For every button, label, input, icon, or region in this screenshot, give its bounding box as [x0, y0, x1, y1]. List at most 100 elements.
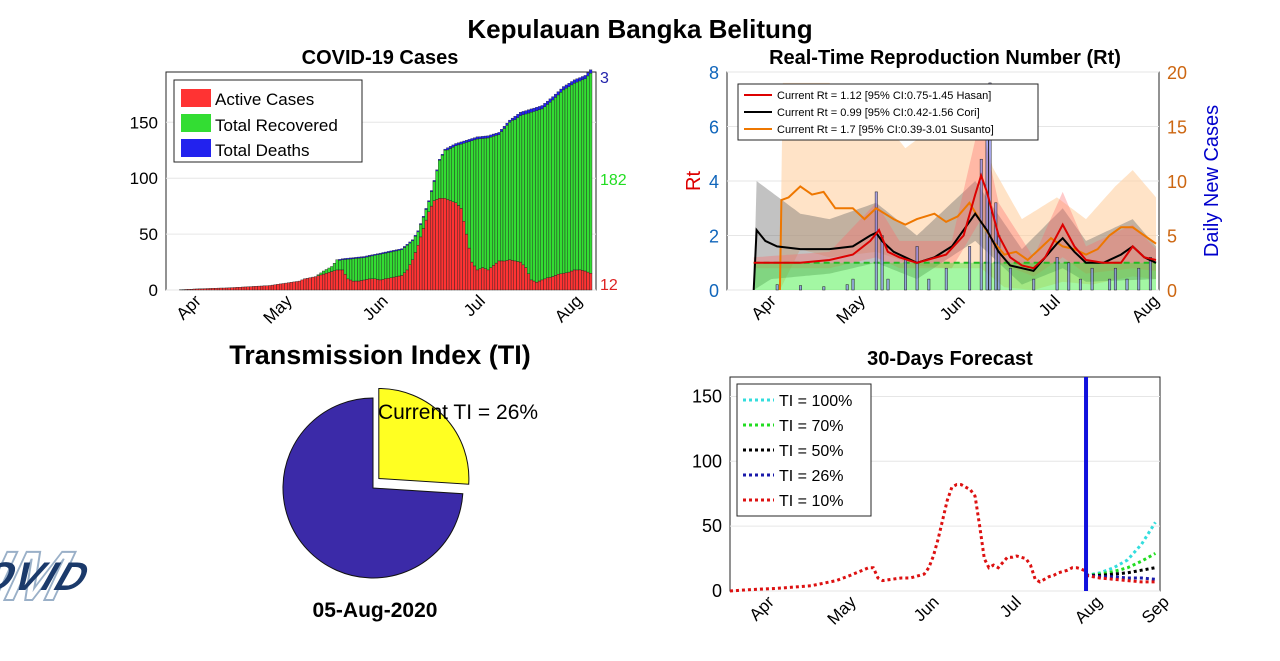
forecast-y-tick: 100 — [692, 451, 722, 471]
rt-x-tick: Apr — [748, 291, 780, 323]
bar-deaths — [541, 106, 544, 109]
bar-active — [341, 270, 344, 290]
daily-case-bar — [1033, 279, 1035, 290]
bar-deaths — [476, 137, 479, 139]
bar-recovered — [557, 95, 560, 274]
bar-active — [481, 268, 484, 290]
bar-active — [322, 274, 325, 290]
bar-deaths — [517, 114, 520, 117]
bar-active — [554, 276, 557, 291]
bar-active — [398, 276, 401, 290]
rt-y-tick-right: 15 — [1167, 118, 1187, 138]
bar-deaths — [347, 258, 350, 259]
bar-recovered — [500, 132, 503, 261]
bar-active — [468, 248, 471, 290]
bar-active — [277, 284, 280, 290]
bar-recovered — [401, 250, 404, 276]
bar-deaths — [441, 154, 444, 155]
bar-deaths — [473, 138, 476, 140]
bar-active — [425, 220, 428, 290]
daily-case-bar — [1091, 268, 1093, 290]
bar-deaths — [349, 258, 352, 259]
bar-deaths — [382, 253, 385, 254]
daily-case-bar — [998, 236, 1000, 291]
bar-deaths — [379, 253, 382, 254]
daily-case-bar — [887, 279, 889, 290]
rt-y-tick-left: 2 — [709, 227, 719, 247]
bar-active — [215, 288, 218, 290]
bar-active — [428, 212, 431, 290]
bar-active — [325, 273, 328, 290]
bar-recovered — [503, 129, 506, 262]
bar-active — [565, 273, 568, 290]
bar-active — [492, 265, 495, 290]
bar-active — [414, 253, 417, 291]
bar-recovered — [576, 82, 579, 270]
bar-recovered — [441, 155, 444, 198]
bar-active — [279, 284, 282, 290]
rt-right-axis-label: Daily New Cases — [1201, 105, 1223, 257]
bar-deaths — [409, 242, 412, 243]
bar-recovered — [455, 146, 458, 203]
current-ti-label: Current TI = 26% — [378, 401, 538, 424]
bar-deaths — [557, 92, 560, 95]
bar-deaths — [417, 231, 420, 232]
bar-recovered — [382, 254, 385, 280]
bar-active — [498, 261, 501, 290]
bar-active — [444, 198, 447, 290]
bar-active — [217, 288, 220, 290]
bar-deaths — [522, 111, 525, 114]
daily-case-bar — [904, 257, 906, 290]
legend-swatch-recovered — [181, 114, 211, 132]
bar-active — [287, 283, 290, 290]
bar-active — [220, 288, 223, 290]
forecast-x-tick: Aug — [1071, 592, 1106, 627]
bar-deaths — [425, 208, 428, 209]
bar-deaths — [460, 142, 463, 144]
bar-deaths — [560, 89, 563, 92]
bar-active — [382, 279, 385, 290]
bar-deaths — [403, 246, 406, 247]
bar-active — [525, 268, 528, 290]
bar-deaths — [584, 75, 587, 78]
bar-deaths — [546, 101, 549, 104]
bar-active — [422, 229, 425, 291]
bar-active — [465, 234, 468, 290]
bar-recovered — [422, 217, 425, 228]
bar-deaths — [428, 201, 431, 202]
bar-active — [495, 263, 498, 290]
bar-deaths — [449, 146, 452, 148]
legend-ti10: TI = 10% — [779, 493, 843, 510]
bar-deaths — [511, 118, 514, 120]
bar-active — [336, 270, 339, 290]
bar-active — [309, 278, 312, 290]
bar-active — [449, 201, 452, 290]
bar-recovered — [549, 102, 552, 277]
bar-active — [384, 279, 387, 290]
bar-active — [233, 288, 236, 291]
daily-case-bar — [875, 192, 877, 290]
bar-recovered — [336, 260, 339, 270]
daily-case-bar — [776, 285, 778, 290]
bar-recovered — [409, 243, 412, 265]
cases-x-tick: May — [260, 291, 296, 327]
legend-rt-susanto: Current Rt = 1.7 [95% CI:0.39-3.01 Susan… — [777, 124, 994, 136]
cases-x-tick: Aug — [551, 291, 586, 326]
daily-case-bar — [1079, 279, 1081, 290]
daily-case-bar — [968, 246, 970, 290]
rt-y-tick-right: 10 — [1167, 172, 1187, 192]
bar-recovered — [484, 138, 487, 269]
cases-x-tick: Apr — [173, 291, 205, 323]
bar-active — [401, 276, 404, 291]
daily-case-bar — [1138, 268, 1140, 290]
rt-x-tick: Jul — [1035, 291, 1064, 320]
bar-active — [201, 289, 204, 290]
cases-legend: Active Cases Total Recovered Total Death… — [174, 80, 362, 162]
bar-active — [204, 289, 207, 290]
bar-deaths — [533, 108, 536, 111]
bar-active — [236, 287, 239, 290]
bar-active — [330, 272, 333, 290]
daily-case-bar — [852, 279, 854, 290]
bar-deaths — [374, 254, 377, 255]
bar-active — [506, 260, 509, 290]
